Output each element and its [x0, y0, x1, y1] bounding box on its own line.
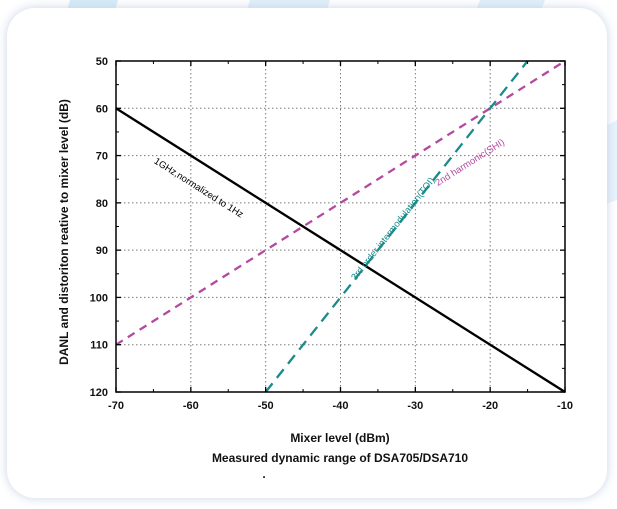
y-tick-label: 70	[96, 151, 108, 163]
y-axis-label: DANL and distoriton reative to mixer lev…	[57, 99, 71, 365]
y-tick-label: 80	[96, 198, 108, 210]
series-label: 2nd harmonic(SHI)	[434, 137, 507, 189]
x-tick-label: -50	[258, 400, 274, 412]
series-layer	[115, 60, 566, 394]
y-tick-label: 100	[90, 292, 108, 304]
footer-mark: .	[262, 467, 265, 481]
y-tick-label: 110	[90, 340, 108, 352]
ticks-layer	[115, 60, 566, 393]
x-tick-label: -10	[557, 400, 573, 412]
series-label: 3rd order intermodulation(TOI)	[349, 175, 437, 282]
series-line	[115, 60, 566, 346]
x-tick-label: -30	[407, 400, 423, 412]
x-tick-label: -70	[108, 400, 124, 412]
x-tick-label: -40	[333, 400, 349, 412]
grid-layer	[116, 61, 565, 392]
y-tick-label: 90	[96, 245, 108, 257]
x-axis-label: Mixer level (dBm)	[290, 431, 389, 445]
y-tick-label: 60	[96, 103, 108, 115]
y-tick-label: 120	[90, 387, 108, 399]
x-tick-label: -60	[183, 400, 199, 412]
y-tick-label: 50	[96, 56, 108, 68]
chart-card	[7, 8, 607, 498]
series-label: 1GHz,normalized to 1Hz	[152, 156, 246, 221]
tick-labels: -70 -60 -50 -40 -30 -20 -10 50 60 70 80 90 100 110 120	[90, 56, 573, 412]
series-line	[264, 60, 529, 393]
series-line	[115, 107, 566, 394]
chart-title: Measured dynamic range of DSA705/DSA710	[212, 451, 468, 465]
x-tick-label: -20	[482, 400, 498, 412]
